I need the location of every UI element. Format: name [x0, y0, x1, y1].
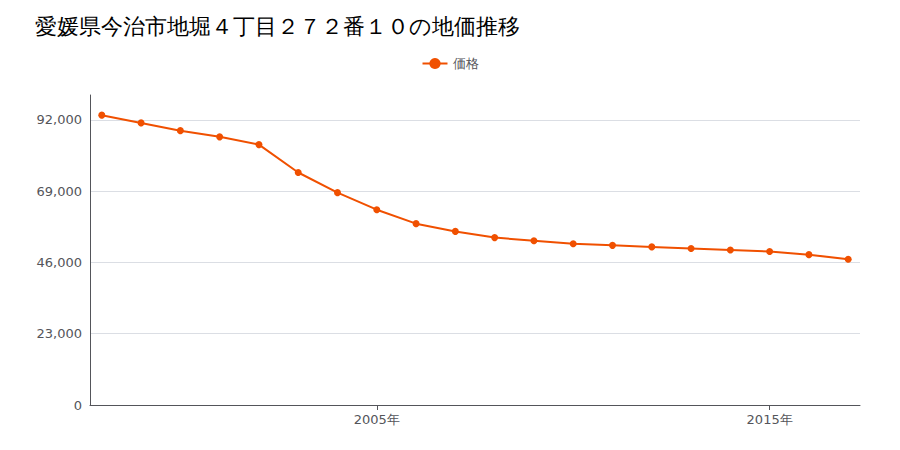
svg-text:92,000: 92,000 — [37, 112, 83, 127]
svg-text:69,000: 69,000 — [37, 184, 83, 199]
svg-text:0: 0 — [74, 398, 82, 413]
svg-text:2015年: 2015年 — [747, 412, 793, 427]
svg-text:23,000: 23,000 — [37, 326, 83, 341]
svg-text:愛媛県今治市地堀４丁目２７２番１０の地価推移: 愛媛県今治市地堀４丁目２７２番１０の地価推移 — [35, 14, 520, 39]
svg-text:46,000: 46,000 — [37, 255, 83, 270]
svg-text:価格: 価格 — [453, 56, 479, 71]
svg-text:2005年: 2005年 — [354, 412, 400, 427]
